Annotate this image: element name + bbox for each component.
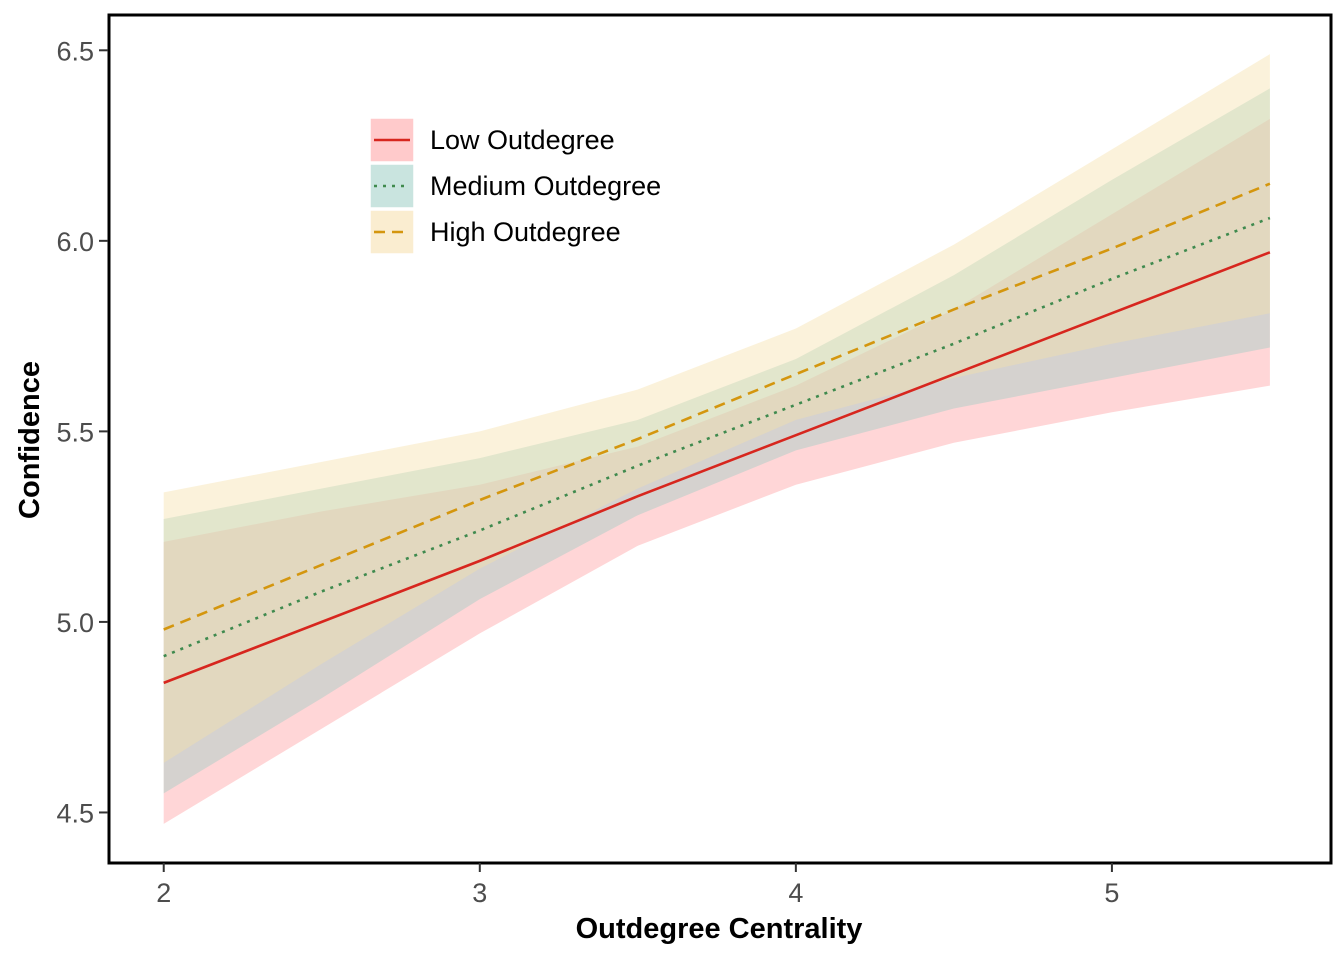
y-axis-title: Confidence: [14, 361, 46, 519]
line-medium-outdegree: [163, 216, 1271, 658]
legend-label-medium-outdegree: Medium Outdegree: [430, 171, 661, 201]
axes: 2 3 4 5 4.5 5.0 5.5 6.0 6.5: [56, 36, 1119, 908]
x-axis-title: Outdegree Centrality: [576, 913, 863, 945]
y-tick-label-6-0: 6.0: [56, 227, 94, 257]
y-tick-label-6-5: 6.5: [56, 36, 94, 66]
line-low-outdegree: [163, 251, 1271, 685]
confidence-band-medium-outdegree: [163, 88, 1270, 794]
legend-label-high-outdegree: High Outdegree: [430, 217, 621, 247]
confidence-bands: [163, 54, 1270, 824]
x-tick-label-2: 2: [156, 878, 171, 908]
y-tick-label-4-5: 4.5: [56, 798, 94, 828]
x-tick-label-3: 3: [472, 878, 487, 908]
y-tick-label-5-5: 5.5: [56, 417, 94, 447]
y-tick-label-5-0: 5.0: [56, 608, 94, 638]
line-high-outdegree: [163, 182, 1271, 631]
confidence-band-low-outdegree: [163, 118, 1270, 824]
confidence-band-high-outdegree: [163, 54, 1270, 763]
legend: Low Outdegree Medium Outdegree High Outdeg…: [369, 117, 661, 255]
series-lines: [163, 182, 1271, 685]
plot-panel-border: [107, 13, 1333, 865]
legend-label-low-outdegree: Low Outdegree: [430, 125, 615, 155]
x-tick-label-5: 5: [1104, 878, 1119, 908]
x-tick-label-4: 4: [788, 878, 803, 908]
